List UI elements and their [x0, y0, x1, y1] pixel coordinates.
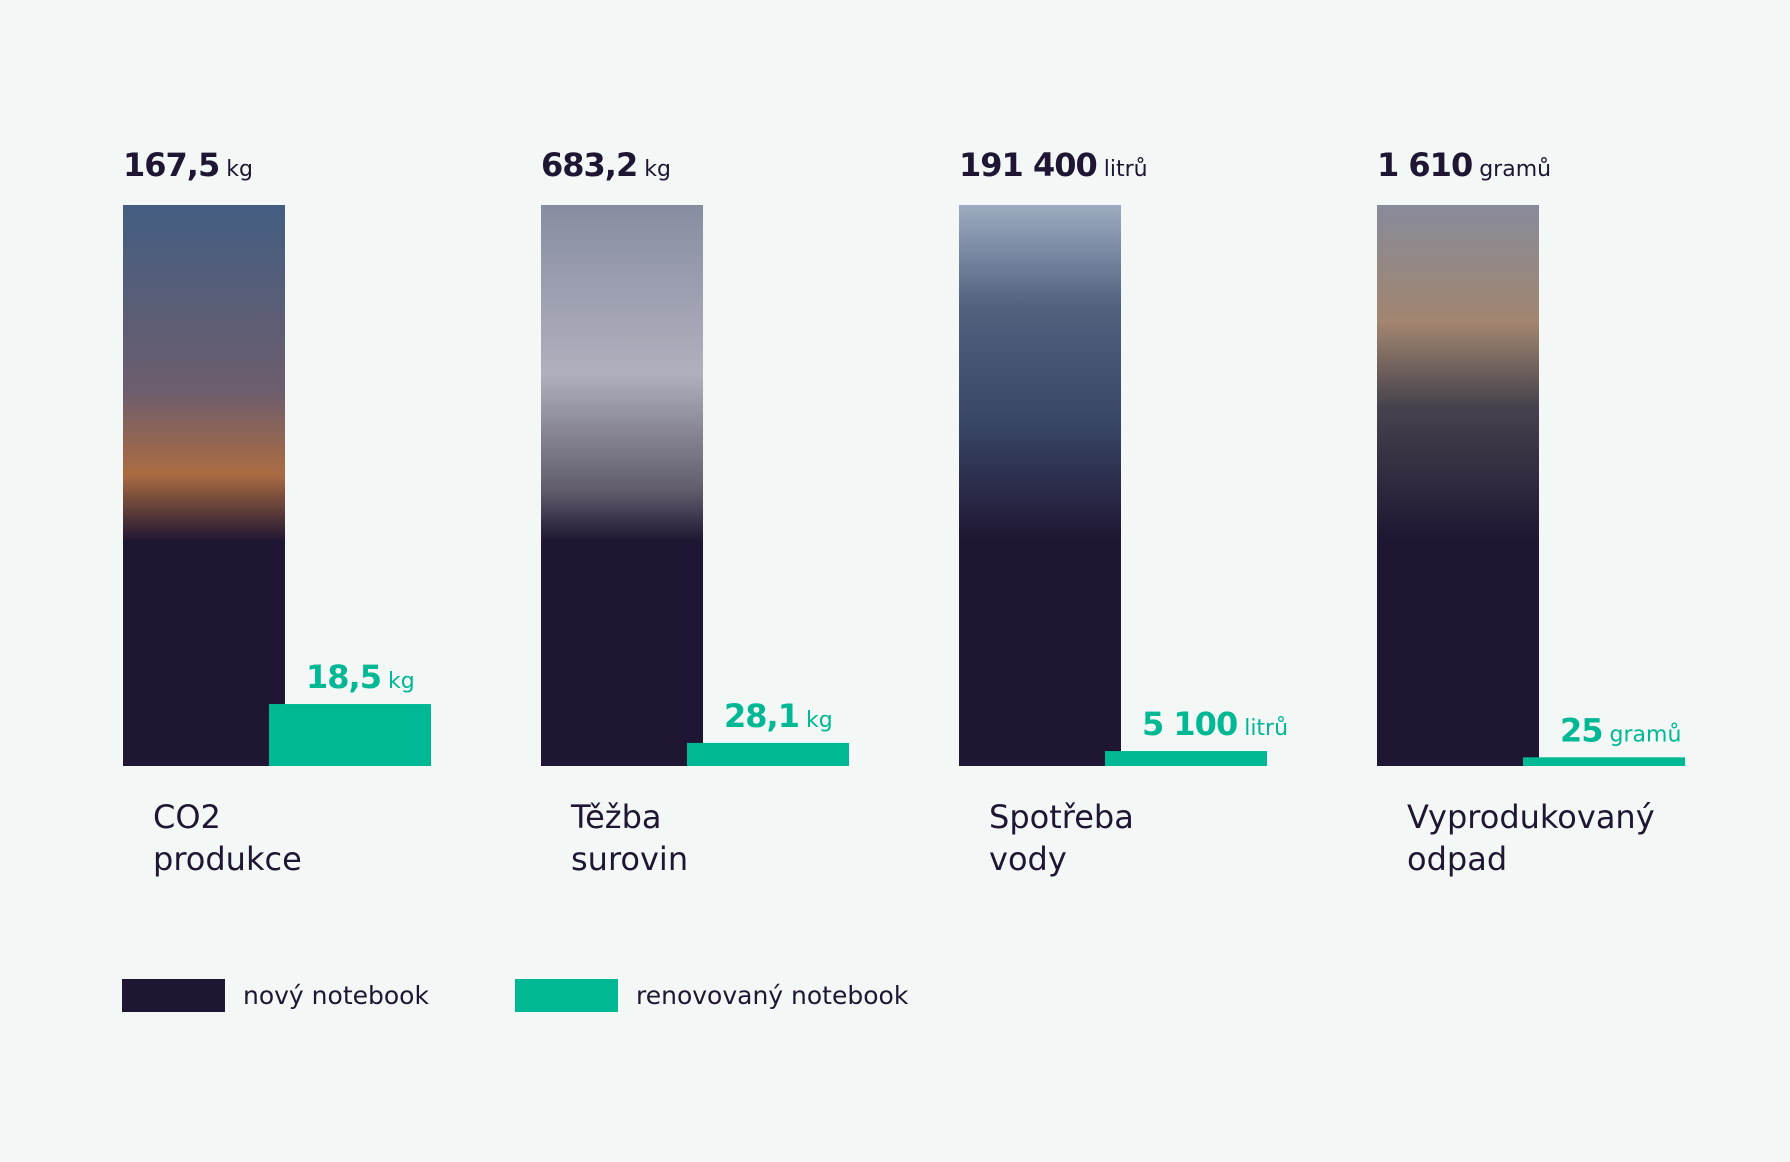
value-label-group: 25 gramů	[1560, 711, 1681, 749]
value-label: 18,5	[306, 658, 381, 696]
value-label-group: 1 610 gramů	[1377, 146, 1551, 184]
gap	[381, 669, 388, 694]
unit-label: kg	[806, 708, 833, 733]
category-label: Spotřeba vody	[989, 798, 1134, 878]
unit-label: kg	[644, 157, 671, 182]
bar	[1105, 751, 1267, 766]
unit-label: kg	[388, 669, 415, 694]
bar	[687, 742, 849, 766]
value-label-group: 167,5 kg	[123, 146, 253, 184]
photo	[123, 205, 285, 542]
photo	[959, 205, 1121, 542]
category-label: Těžba surovin	[570, 798, 688, 878]
unit-label: gramů	[1479, 157, 1551, 182]
legend-swatch	[122, 979, 225, 1012]
value-label-group: 18,5 kg	[306, 658, 415, 696]
value-label: 25	[1560, 711, 1603, 749]
legend-swatch	[515, 979, 618, 1012]
legend-label: nový notebook	[243, 981, 429, 1010]
value-label-group: 28,1 kg	[724, 697, 833, 735]
gap	[219, 157, 226, 182]
gap	[1472, 157, 1479, 182]
value-label-group: 5 100 litrů	[1142, 705, 1288, 743]
value-label-group: 683,2 kg	[541, 146, 671, 184]
value-label-group: 191 400 litrů	[959, 146, 1148, 184]
value-label: 28,1	[724, 697, 799, 735]
legend-label: renovovaný notebook	[636, 981, 909, 1010]
unit-label: kg	[226, 157, 253, 182]
unit-label: gramů	[1610, 722, 1682, 747]
value-label: 1 610	[1377, 146, 1472, 184]
value-label: 5 100	[1142, 705, 1237, 743]
category-label: Vyprodukovaný odpad	[1407, 798, 1655, 878]
gap	[799, 708, 806, 733]
photo	[541, 205, 703, 542]
bar	[1523, 757, 1685, 766]
bar	[269, 704, 431, 766]
value-label: 167,5	[123, 146, 219, 184]
value-label: 191 400	[959, 146, 1097, 184]
unit-label: litrů	[1104, 157, 1148, 182]
photo	[1377, 205, 1539, 542]
value-label: 683,2	[541, 146, 637, 184]
category-label: CO2 produkce	[153, 798, 302, 878]
gap	[1603, 722, 1610, 747]
gap	[637, 157, 644, 182]
gap	[1237, 716, 1244, 741]
gap	[1097, 157, 1104, 182]
unit-label: litrů	[1244, 716, 1288, 741]
legend: nový notebook renovovaný notebook	[122, 979, 909, 1012]
